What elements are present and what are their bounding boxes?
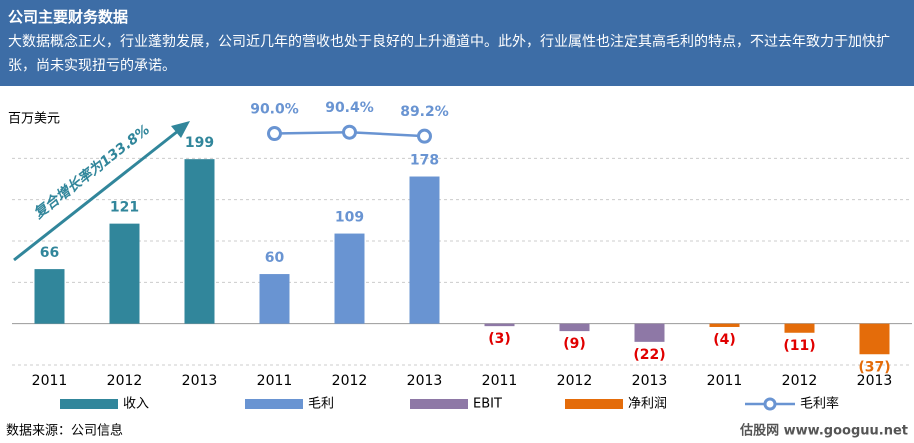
legend-label: 毛利 xyxy=(308,397,334,412)
x-tick-label: 2013 xyxy=(182,373,218,389)
line-marker xyxy=(267,126,282,142)
data-label: 109 xyxy=(335,210,364,226)
bar xyxy=(559,323,590,332)
legend-swatch xyxy=(565,399,623,409)
data-label: (37) xyxy=(858,359,890,375)
arrow-head xyxy=(171,121,190,138)
data-label: (3) xyxy=(488,331,511,347)
bar xyxy=(184,159,215,324)
x-tick-label: 2012 xyxy=(107,373,143,389)
data-label: 199 xyxy=(185,135,214,151)
data-label: (9) xyxy=(563,336,586,352)
x-tick-label: 2012 xyxy=(557,373,593,389)
bar xyxy=(784,323,815,333)
bar xyxy=(334,233,365,324)
legend-label: EBIT xyxy=(473,397,502,412)
data-label: 89.2% xyxy=(400,104,449,120)
x-tick-label: 2011 xyxy=(32,373,68,389)
legend-label: 毛利率 xyxy=(800,396,839,412)
legend-swatch xyxy=(410,399,468,409)
y-axis-label: 百万美元 xyxy=(8,112,60,127)
x-tick-label: 2011 xyxy=(257,373,293,389)
legend-label: 收入 xyxy=(123,397,149,412)
legend-swatch xyxy=(60,399,118,409)
legend-marker xyxy=(763,397,777,411)
x-tick-label: 2012 xyxy=(782,373,818,389)
data-label: (22) xyxy=(633,347,665,363)
legend-swatch xyxy=(245,399,303,409)
header-title: 公司主要财务数据 xyxy=(8,8,129,26)
data-label: 178 xyxy=(410,153,439,169)
x-tick-label: 2011 xyxy=(482,373,518,389)
watermark: 估股网 www.googuu.net xyxy=(739,423,908,439)
data-label: 60 xyxy=(265,250,285,266)
bar xyxy=(484,323,515,327)
data-label: 90.0% xyxy=(250,102,299,118)
data-label: (4) xyxy=(713,332,736,348)
data-label: (11) xyxy=(783,338,815,354)
growth-arrow xyxy=(13,129,179,262)
line-marker xyxy=(342,124,357,140)
source: 数据来源：公司信息 xyxy=(6,423,123,439)
x-tick-label: 2012 xyxy=(332,373,368,389)
data-label: 66 xyxy=(40,245,59,261)
x-tick-label: 2013 xyxy=(632,373,668,389)
bar xyxy=(109,223,140,324)
x-tick-label: 2011 xyxy=(707,373,743,389)
legend-label: 净利润 xyxy=(628,397,667,412)
x-tick-label: 2013 xyxy=(407,373,443,389)
x-tick-label: 2013 xyxy=(857,373,893,389)
bar xyxy=(709,323,740,327)
data-label: 121 xyxy=(110,200,139,216)
bar xyxy=(634,323,665,342)
header: 公司主要财务数据 大数据概念正火，行业蓬勃发展，公司近几年的营收也处于良好的上升… xyxy=(0,0,914,86)
bar xyxy=(259,274,290,324)
header-description: 大数据概念正火，行业蓬勃发展，公司近几年的营收也处于良好的上升通道中。此外，行业… xyxy=(8,34,890,74)
data-label: 90.4% xyxy=(325,100,374,116)
bar xyxy=(409,176,440,324)
bar xyxy=(859,323,890,355)
line-marker xyxy=(417,128,432,144)
bar xyxy=(34,269,65,324)
